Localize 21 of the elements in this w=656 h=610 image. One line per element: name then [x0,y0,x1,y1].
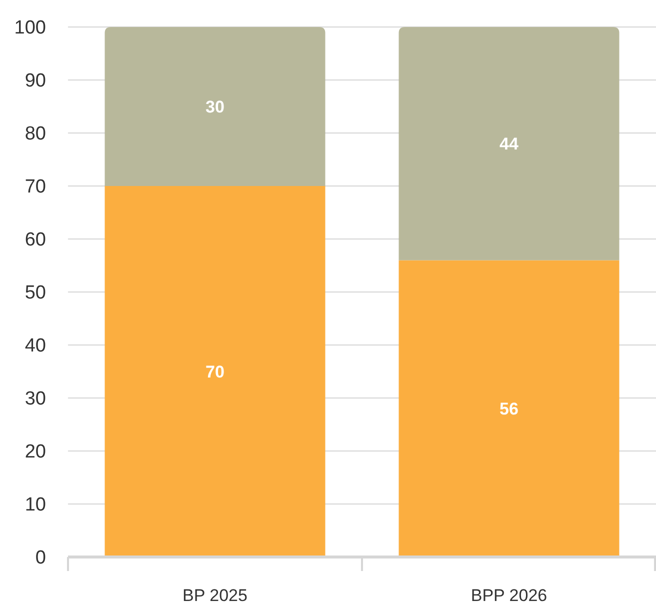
y-tick-label: 80 [24,124,46,145]
bar [398,260,620,557]
y-tick-label: 20 [24,442,46,463]
data-label: 70 [206,362,224,382]
data-label: 30 [206,97,224,116]
y-tick-label: 100 [14,18,46,39]
y-tick-label: 10 [24,494,46,516]
x-tick-label: BP 2025 [182,586,248,605]
y-tick-label: 50 [24,282,46,304]
data-label: 44 [500,134,519,154]
y-tick-label: 0 [35,548,46,569]
bar [398,27,620,260]
data-label: 56 [500,400,518,419]
y-tick-label: 30 [24,388,46,410]
bar [104,27,326,186]
x-tick-label: BPP 2026 [470,586,548,605]
y-tick-label: 40 [24,336,46,357]
y-tick-label: 90 [24,70,46,92]
bar [104,186,326,557]
y-tick-label: 70 [24,176,46,198]
y-tick-label: 60 [24,230,46,251]
